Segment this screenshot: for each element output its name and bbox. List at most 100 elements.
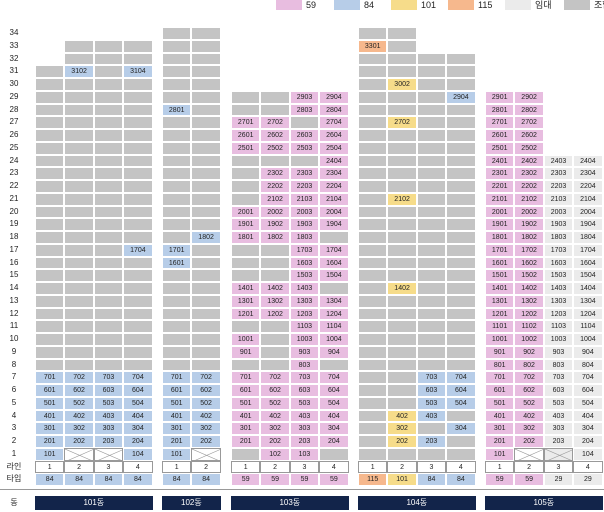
unit-cell: 704	[319, 371, 349, 384]
unit-cell: 301	[485, 422, 515, 435]
unit-cell	[93, 167, 124, 180]
unit-cell: 703	[416, 371, 447, 384]
unit-cell: 1603	[543, 256, 574, 270]
unit-cell: 504	[319, 396, 349, 410]
unit-cell	[260, 333, 290, 346]
unit-cell	[93, 90, 124, 104]
unit-cell	[387, 358, 417, 372]
unit-cell	[35, 180, 65, 193]
unit-cell: 1402	[514, 282, 544, 295]
unit-cell: 2304	[319, 167, 349, 180]
unit-cell	[93, 358, 124, 372]
unit-cell: 2604	[319, 129, 349, 142]
unit-cell: 301	[231, 422, 261, 435]
floor-label: 7	[11, 372, 17, 382]
type-cell: 84	[123, 473, 153, 486]
unit-cell	[191, 345, 221, 359]
unit-cell: 101	[35, 447, 65, 461]
unit-cell: 203	[543, 435, 574, 448]
unit-cell: 1604	[573, 256, 603, 270]
unit-cell	[162, 345, 192, 359]
unit-cell	[191, 192, 221, 206]
floor-label: 25	[9, 142, 19, 152]
unit-cell	[64, 103, 94, 117]
floor-label: 23	[9, 168, 19, 178]
unit-cell	[514, 447, 544, 461]
floor-label: 26	[9, 130, 19, 139]
unit-cell	[93, 180, 124, 193]
unit-cell: 1601	[485, 256, 515, 270]
floor-label: 9	[11, 346, 17, 356]
unit-cell	[191, 103, 221, 117]
unit-cell: 3104	[123, 65, 153, 78]
unit-cell	[416, 90, 447, 104]
unit-cell: 201	[231, 435, 261, 448]
unit-cell: 203	[416, 435, 447, 448]
unit-cell: 1204	[319, 307, 349, 321]
unit-cell: 801	[485, 358, 515, 372]
unit-cell: 304	[123, 422, 153, 435]
unit-cell: 1304	[573, 294, 603, 308]
unit-cell: 2202	[260, 180, 290, 193]
unit-cell: 302	[514, 422, 544, 435]
unit-cell	[93, 129, 124, 142]
unit-cell	[358, 27, 388, 40]
unit-cell	[416, 52, 447, 66]
unit-cell: 1003	[543, 333, 574, 346]
unit-cell	[35, 129, 65, 142]
unit-cell: 304	[573, 422, 603, 435]
unit-cell	[416, 243, 447, 257]
unit-cell: 1603	[289, 256, 320, 270]
unit-cell: 1501	[485, 269, 515, 282]
line-cell: 2	[191, 460, 221, 474]
unit-cell: 602	[64, 384, 94, 397]
unit-cell: 1801	[231, 231, 261, 244]
unit-cell	[64, 320, 94, 333]
unit-cell	[191, 320, 221, 333]
unit-cell: 204	[123, 435, 153, 448]
unit-cell	[358, 141, 388, 155]
unit-cell	[416, 180, 447, 193]
unit-cell: 2202	[514, 180, 544, 193]
floor-label: 15	[9, 270, 19, 280]
unit-cell	[191, 52, 221, 66]
type-cell: 84	[416, 473, 447, 486]
unit-cell	[231, 154, 261, 168]
unit-cell: 702	[514, 371, 544, 384]
unit-cell	[64, 269, 94, 282]
unit-cell	[446, 141, 476, 155]
unit-cell	[64, 141, 94, 155]
unit-cell: 1104	[573, 320, 603, 333]
unit-cell	[358, 409, 388, 423]
unit-cell: 401	[231, 409, 261, 423]
building-label: 101동	[35, 496, 153, 510]
unit-cell: 403	[543, 409, 574, 423]
unit-cell: 1503	[289, 269, 320, 282]
floor-label: 14	[9, 283, 19, 292]
unit-cell	[231, 90, 261, 104]
unit-cell: 2904	[319, 90, 349, 104]
legend-swatch	[334, 0, 360, 10]
unit-cell	[93, 294, 124, 308]
unit-cell	[446, 282, 476, 295]
unit-cell: 1902	[260, 218, 290, 231]
building-label: 105동	[485, 496, 603, 510]
unit-cell	[387, 256, 417, 270]
unit-cell: 304	[446, 422, 476, 435]
unit-cell	[387, 27, 417, 40]
unit-cell	[123, 358, 153, 372]
unit-cell	[191, 167, 221, 180]
unit-cell: 1301	[485, 294, 515, 308]
unit-cell	[123, 333, 153, 346]
unit-cell: 1604	[319, 256, 349, 270]
unit-cell: 1704	[123, 243, 153, 257]
unit-cell	[446, 218, 476, 231]
unit-cell: 1304	[319, 294, 349, 308]
unit-cell	[446, 205, 476, 219]
unit-cell	[93, 345, 124, 359]
unit-cell: 3301	[358, 39, 388, 53]
unit-cell: 2903	[289, 90, 320, 104]
unit-cell: 502	[514, 396, 544, 410]
unit-cell: 504	[446, 396, 476, 410]
unit-cell: 2201	[485, 180, 515, 193]
